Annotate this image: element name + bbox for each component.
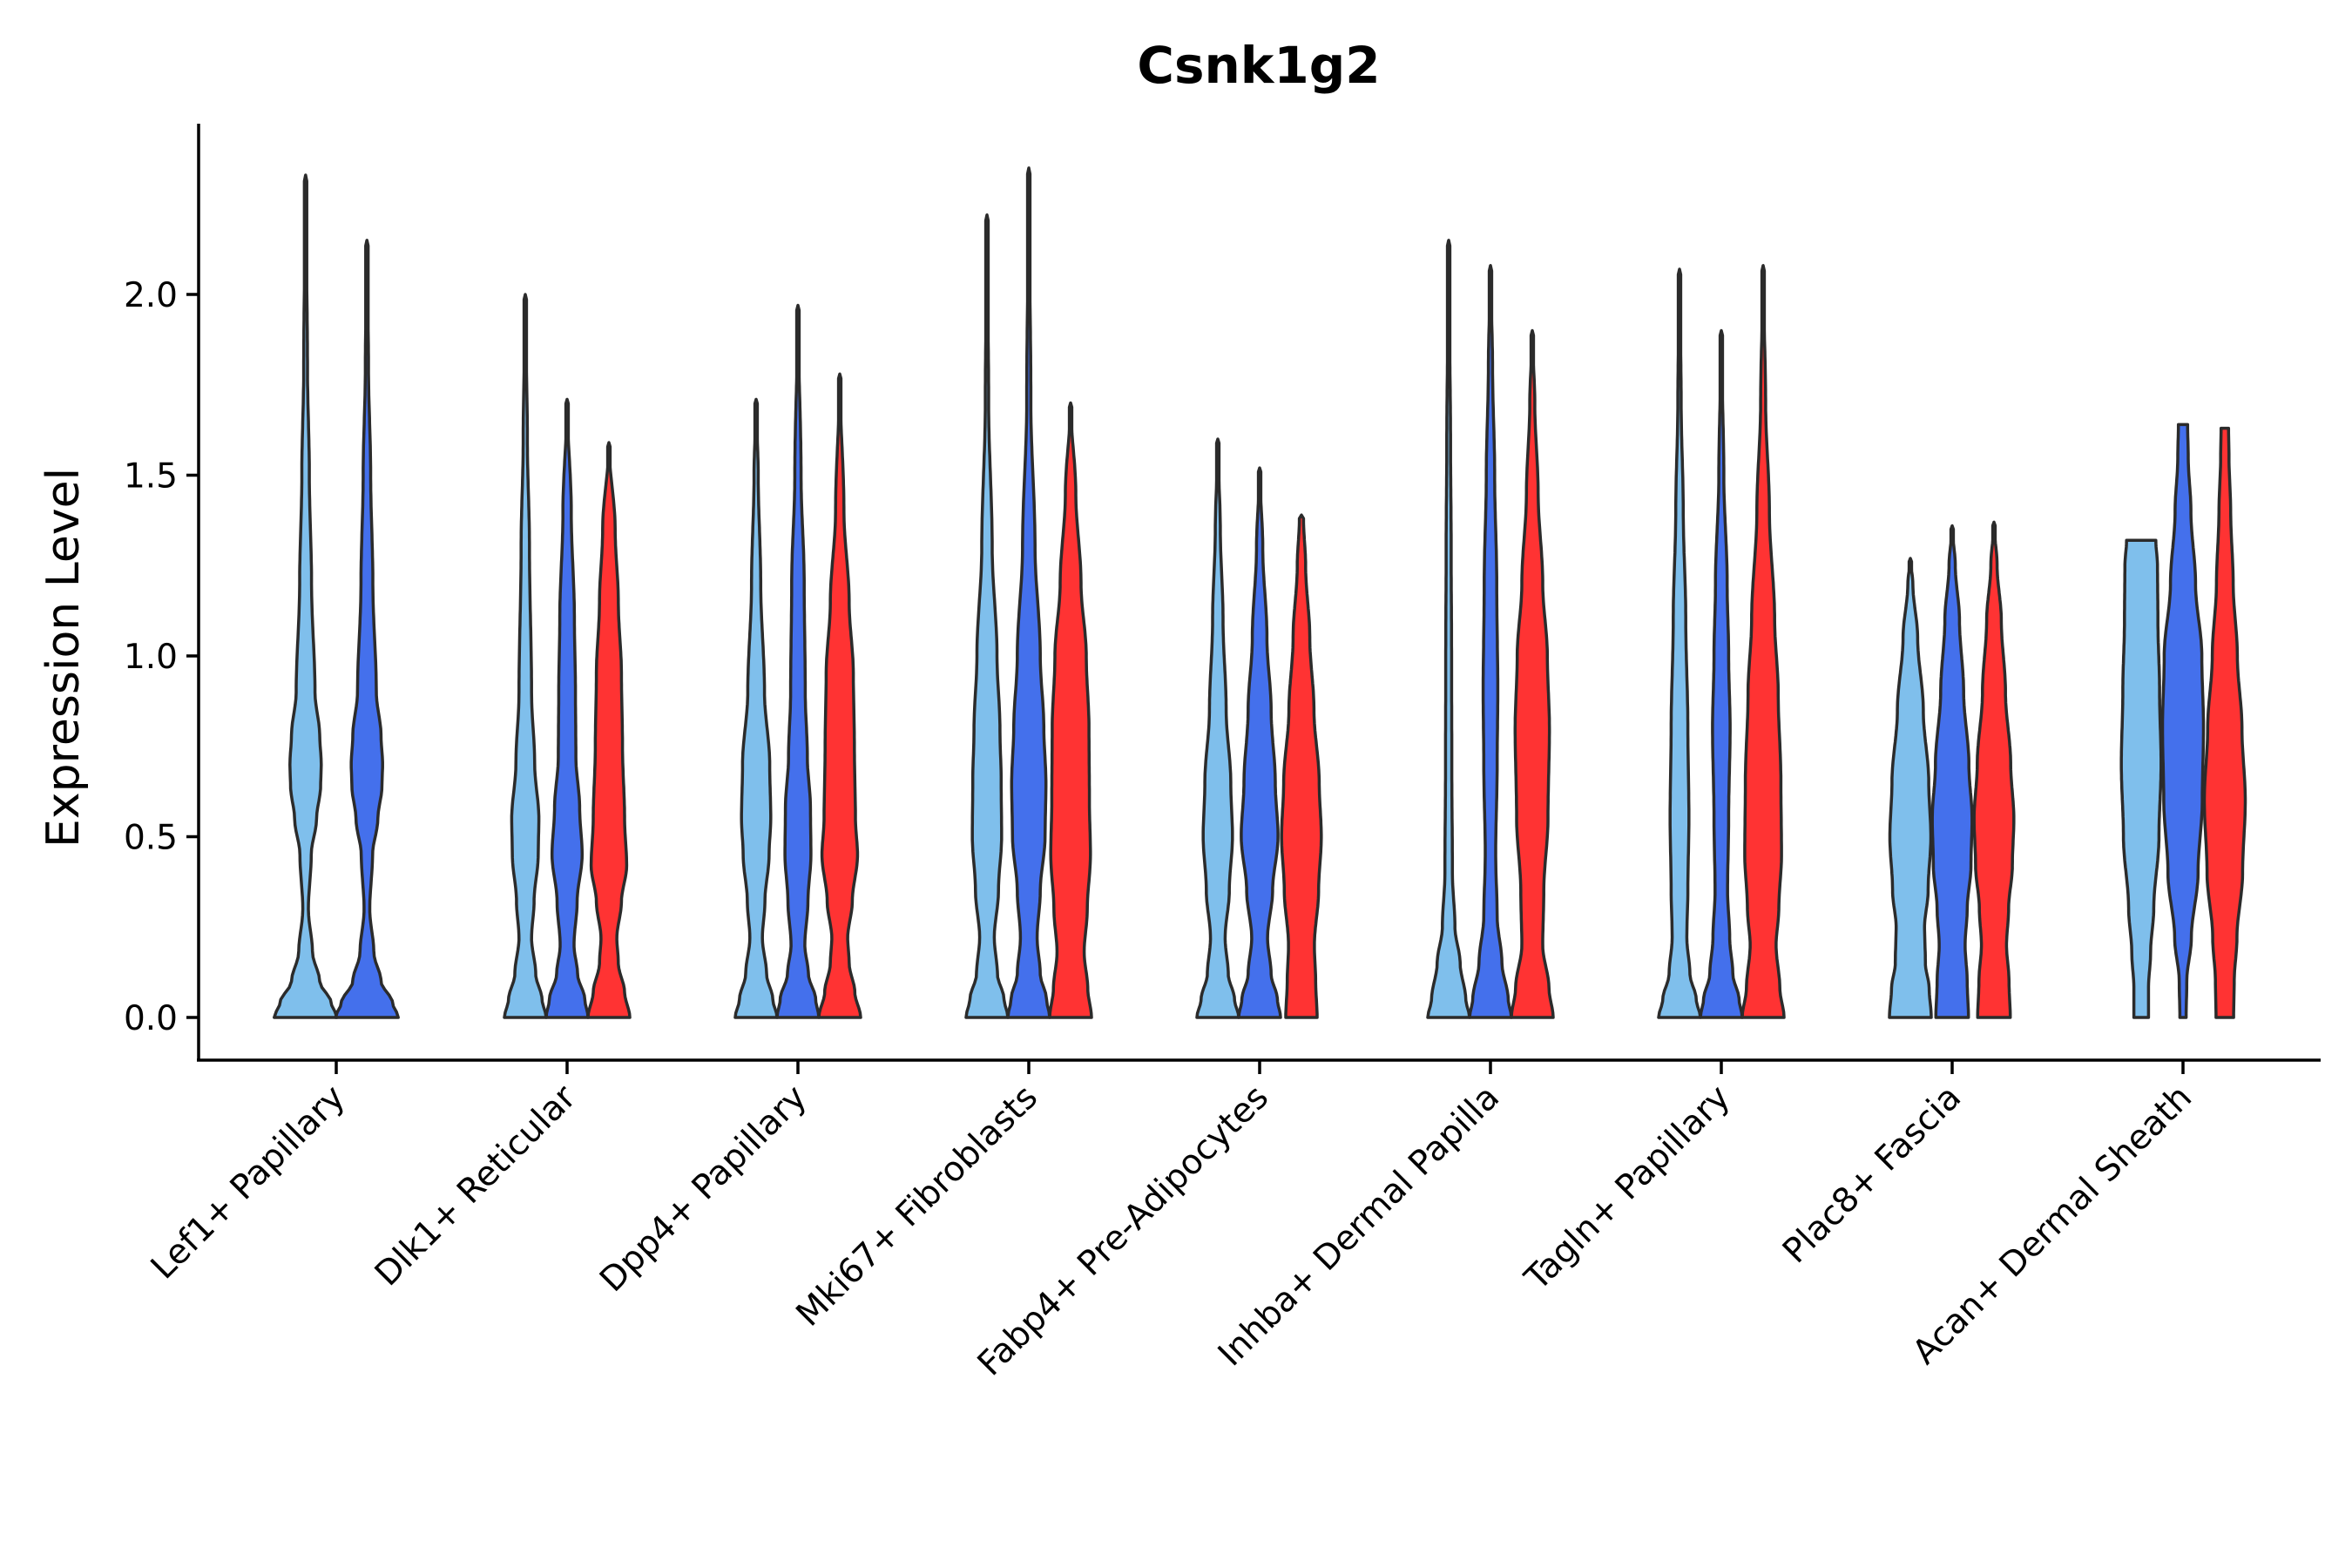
violin-4-blue xyxy=(1006,166,1051,1019)
violin-layer xyxy=(273,166,2247,1019)
y-ticks: 0.0 0.5 1.0 1.5 2.0 xyxy=(124,276,199,1038)
y-axis-label: Expression Level xyxy=(37,468,90,848)
x-tick-label: Dpp4+ Papillary xyxy=(592,1078,814,1300)
chart-title: Csnk1g2 xyxy=(1137,36,1380,95)
violin-2-blue xyxy=(544,397,590,1019)
violin-8-light_blue xyxy=(1888,557,1933,1019)
violin-6-blue xyxy=(1468,264,1513,1019)
violin-5-light_blue xyxy=(1195,437,1240,1019)
y-tick-label: 0.0 xyxy=(124,999,178,1038)
x-tick-label: Plac8+ Fascia xyxy=(1775,1078,1969,1271)
violin-3-light_blue xyxy=(733,397,779,1019)
y-tick-label: 2.0 xyxy=(124,276,178,315)
violin-7-blue xyxy=(1699,328,1744,1019)
violin-3-blue xyxy=(775,303,821,1019)
x-tick-label: Tagln+ Papillary xyxy=(1517,1078,1739,1299)
violin-6-light_blue xyxy=(1426,239,1471,1019)
x-tick-label: Dlk1+ Reticular xyxy=(368,1078,585,1294)
violin-4-light_blue xyxy=(964,213,1010,1019)
violin-9-blue xyxy=(2160,422,2206,1019)
violin-5-blue xyxy=(1237,466,1282,1019)
y-tick-label: 1.5 xyxy=(124,457,178,497)
violin-9-red xyxy=(2202,426,2247,1019)
violin-2-red xyxy=(586,441,632,1019)
violin-2-light_blue xyxy=(503,293,548,1019)
violin-3-red xyxy=(817,372,862,1019)
y-tick-label: 1.0 xyxy=(124,638,178,677)
violin-5-red xyxy=(1280,513,1323,1019)
violin-1-blue xyxy=(334,239,400,1019)
x-tick-label: Mki67+ Fibroblasts xyxy=(789,1078,1045,1334)
violin-4-red xyxy=(1048,401,1093,1019)
violin-8-red xyxy=(1972,520,2016,1019)
violin-7-red xyxy=(1740,264,1786,1019)
y-tick-label: 0.5 xyxy=(124,819,178,858)
violin-8-blue xyxy=(1930,524,1974,1019)
violin-9-light_blue xyxy=(2119,538,2163,1019)
violin-7-light_blue xyxy=(1657,267,1702,1019)
violin-1-light_blue xyxy=(273,173,339,1019)
x-ticks: Lef1+ Papillary Dlk1+ Reticular Dpp4+ Papi… xyxy=(144,1060,2200,1383)
violin-6-red xyxy=(1510,328,1555,1019)
x-tick-label: Lef1+ Papillary xyxy=(144,1078,353,1287)
